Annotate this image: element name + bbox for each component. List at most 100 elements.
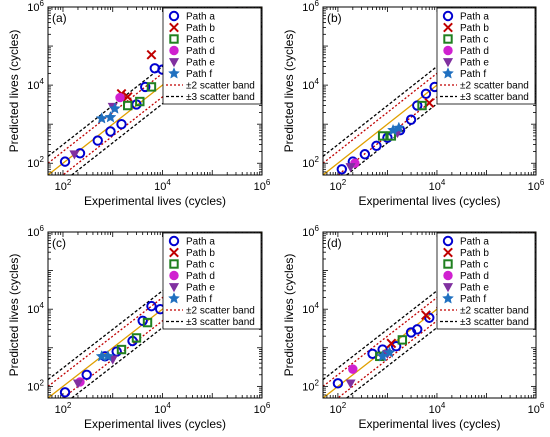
data-point bbox=[131, 333, 142, 343]
x-tick-label: 102 bbox=[330, 178, 347, 193]
data-point bbox=[142, 317, 153, 328]
legend-box bbox=[436, 7, 536, 105]
series-path-d bbox=[115, 92, 125, 103]
y-tick-label: 104 bbox=[27, 301, 44, 316]
series-path-f bbox=[95, 349, 114, 362]
legend-label: Path f bbox=[460, 294, 486, 305]
panel-label: (d) bbox=[327, 236, 342, 250]
legend-label: Path c bbox=[186, 260, 214, 271]
data-point bbox=[168, 10, 180, 22]
legend-label: Path f bbox=[186, 294, 212, 305]
data-point bbox=[122, 91, 133, 102]
y-tick-label: 106 bbox=[302, 224, 319, 239]
data-point bbox=[443, 259, 453, 269]
legend-label: Path a bbox=[460, 237, 489, 248]
series-path-f bbox=[95, 102, 121, 124]
legend-label: ±2 scatter band bbox=[460, 81, 529, 92]
data-point bbox=[424, 312, 435, 323]
data-point bbox=[169, 259, 179, 269]
x-tick-label: 102 bbox=[330, 401, 347, 416]
scatter-band-line bbox=[336, 18, 536, 175]
x-tick-label: 102 bbox=[55, 178, 72, 193]
data-point bbox=[359, 149, 371, 160]
y-tick-label: 102 bbox=[302, 155, 319, 170]
data-point bbox=[377, 131, 388, 141]
legend-label: Path b bbox=[460, 248, 489, 259]
x-tick-label: 106 bbox=[254, 401, 271, 416]
legend-label: Path e bbox=[186, 283, 215, 294]
y-tick-label: 102 bbox=[302, 378, 319, 393]
data-point bbox=[115, 92, 125, 103]
series-path-c bbox=[123, 82, 157, 111]
legend-label: Path a bbox=[186, 12, 215, 23]
legend-label: Path a bbox=[460, 12, 489, 23]
y-tick-label: 102 bbox=[27, 155, 44, 170]
data-point bbox=[146, 82, 157, 92]
legend-label: Path e bbox=[186, 58, 215, 69]
data-point bbox=[390, 340, 402, 352]
legend-label: ±3 scatter band bbox=[186, 92, 255, 103]
data-point bbox=[386, 338, 397, 349]
chart-panel: 102 104 106 102 104 106 Experimental lives (cy… bbox=[7, 0, 271, 208]
legend-label: Path f bbox=[460, 69, 486, 80]
data-point bbox=[108, 102, 121, 114]
data-point bbox=[95, 112, 108, 124]
legend-label: Path d bbox=[186, 271, 215, 282]
y-axis-title: Predicted lives (cycles) bbox=[282, 254, 296, 377]
x-axis-title: Experimental lives (cycles) bbox=[358, 194, 500, 208]
data-point bbox=[69, 150, 80, 160]
data-point bbox=[332, 378, 344, 389]
data-point bbox=[168, 58, 180, 68]
legend-label: ±2 scatter band bbox=[460, 306, 529, 317]
data-point bbox=[443, 270, 453, 281]
scatter-band-line bbox=[48, 7, 249, 164]
x-tick-label: 104 bbox=[154, 178, 171, 193]
data-point bbox=[412, 100, 423, 111]
panel-label: (c) bbox=[52, 236, 66, 250]
data-point bbox=[101, 350, 114, 362]
data-point bbox=[336, 164, 348, 175]
legend-label: ±3 scatter band bbox=[186, 317, 255, 328]
legend-label: Path a bbox=[186, 237, 215, 248]
data-point bbox=[442, 10, 454, 22]
data-point bbox=[137, 315, 148, 327]
x-tick-label: 104 bbox=[429, 178, 446, 193]
data-point bbox=[348, 364, 358, 374]
legend-label: ±3 scatter band bbox=[460, 317, 529, 328]
legend-label: Path b bbox=[186, 23, 215, 34]
data-point bbox=[116, 118, 127, 130]
series-path-f bbox=[387, 121, 405, 136]
data-point bbox=[140, 81, 151, 93]
x-axis-title: Experimental lives (cycles) bbox=[84, 194, 226, 208]
data-point bbox=[81, 369, 92, 380]
series-path-c bbox=[116, 317, 153, 355]
legend-label: Path d bbox=[460, 271, 489, 282]
x-tick-label: 106 bbox=[528, 401, 545, 416]
data-point bbox=[441, 292, 455, 304]
data-point bbox=[135, 96, 145, 107]
legend-label: Path d bbox=[460, 46, 489, 57]
data-point bbox=[397, 335, 408, 345]
data-point bbox=[345, 163, 356, 173]
x-tick-label: 102 bbox=[55, 401, 72, 416]
legend-label: Path c bbox=[460, 35, 488, 46]
data-point bbox=[123, 100, 133, 111]
y-tick-label: 104 bbox=[27, 77, 44, 92]
data-point bbox=[421, 310, 431, 321]
data-point bbox=[442, 283, 454, 293]
data-point bbox=[420, 88, 432, 99]
data-point bbox=[105, 126, 116, 137]
chart-panel: 102 104 106 102 104 106 Experimental lives (cy… bbox=[282, 0, 545, 208]
panel-label: (a) bbox=[52, 11, 67, 25]
data-point bbox=[72, 379, 84, 389]
y-axis-title: Predicted lives (cycles) bbox=[282, 30, 296, 153]
y-axis-title: Predicted lives (cycles) bbox=[7, 30, 21, 153]
scatter-band-line bbox=[323, 7, 523, 164]
data-point bbox=[442, 235, 454, 247]
data-point bbox=[345, 379, 356, 389]
